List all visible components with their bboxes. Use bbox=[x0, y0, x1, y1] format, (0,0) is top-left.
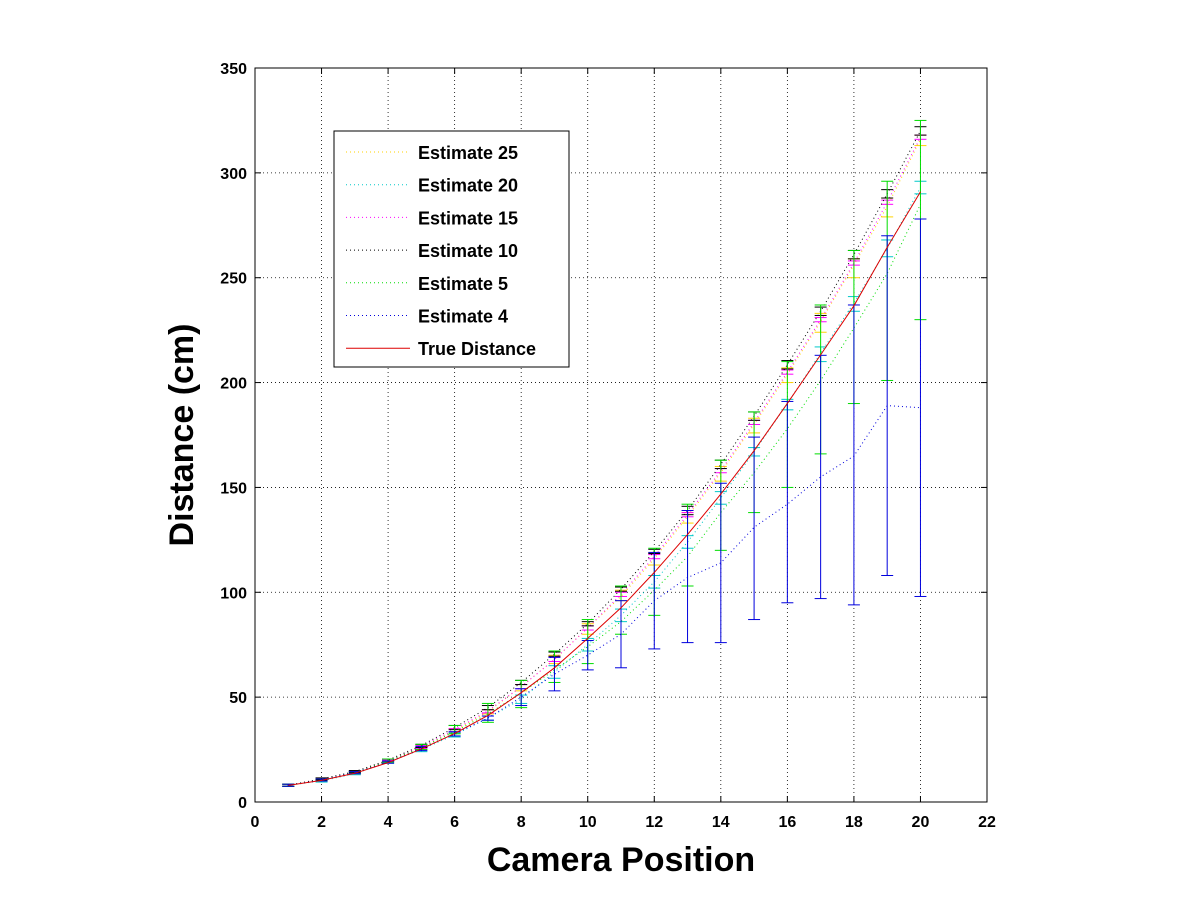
y-tick-label: 50 bbox=[229, 690, 247, 707]
x-tick-label: 22 bbox=[978, 814, 996, 831]
legend-label: Estimate 10 bbox=[418, 241, 518, 261]
series-line bbox=[288, 204, 921, 786]
x-tick-label: 6 bbox=[450, 814, 459, 831]
legend-label: Estimate 15 bbox=[418, 208, 518, 228]
series-line bbox=[288, 136, 921, 786]
legend: Estimate 25 Estimate 20 Estimate 15 Estimat… bbox=[333, 130, 570, 368]
x-axis-label: Camera Position bbox=[487, 841, 755, 879]
series-line bbox=[288, 191, 921, 786]
legend-label: Estimate 4 bbox=[418, 307, 508, 327]
series-true-distance bbox=[288, 191, 921, 786]
y-tick-label: 300 bbox=[220, 166, 247, 183]
x-tick-label: 14 bbox=[712, 814, 730, 831]
y-tick-label: 250 bbox=[220, 271, 247, 288]
ticks: 0 2 4 6 8 10 12 14 16 18 20 22 0 50 100 150 200 250 300 350 bbox=[220, 61, 996, 831]
legend-label: Estimate 20 bbox=[418, 176, 518, 196]
y-tick-label: 350 bbox=[220, 61, 247, 78]
y-tick-label: 100 bbox=[220, 585, 247, 602]
y-axis-label: Distance (cm) bbox=[163, 324, 201, 547]
y-tick-label: 200 bbox=[220, 376, 247, 393]
x-tick-label: 10 bbox=[579, 814, 597, 831]
legend-label: Estimate 25 bbox=[418, 143, 518, 163]
series-layer bbox=[282, 119, 927, 787]
y-tick-label: 150 bbox=[220, 480, 247, 497]
x-tick-label: 8 bbox=[517, 814, 526, 831]
legend-box bbox=[333, 130, 570, 368]
legend-label: True Distance bbox=[418, 339, 536, 359]
legend-label: Estimate 5 bbox=[418, 274, 508, 294]
x-tick-label: 2 bbox=[317, 814, 326, 831]
x-tick-label: 4 bbox=[384, 814, 393, 831]
x-tick-label: 16 bbox=[778, 814, 796, 831]
plot-frame bbox=[254, 67, 988, 803]
x-tick-label: 18 bbox=[845, 814, 863, 831]
y-tick-label: 0 bbox=[238, 795, 247, 812]
x-tick-label: 12 bbox=[645, 814, 663, 831]
x-tick-label: 20 bbox=[912, 814, 930, 831]
x-tick-label: 0 bbox=[251, 814, 260, 831]
